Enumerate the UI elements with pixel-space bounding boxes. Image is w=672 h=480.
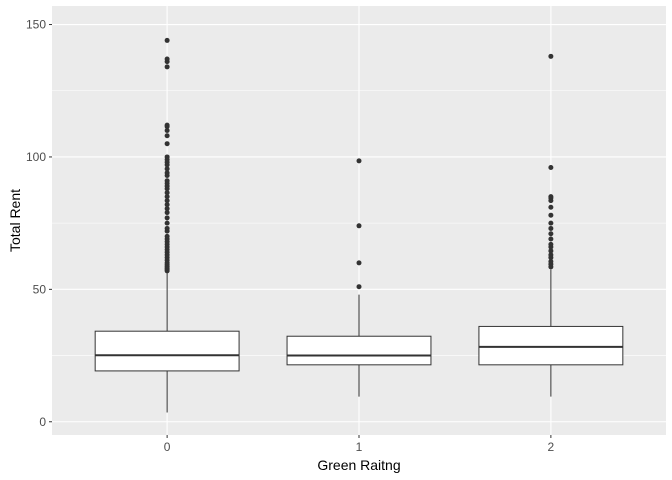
y-axis-title: Total Rent (7, 189, 23, 252)
outlier-point (164, 56, 170, 62)
box-group-1 (286, 158, 432, 397)
x-tick-label: 0 (164, 440, 171, 454)
outlier-point (164, 202, 170, 208)
box-body (478, 325, 624, 366)
outlier-point (356, 260, 362, 266)
outlier-point (548, 165, 554, 171)
outlier-point (548, 194, 554, 200)
outlier-point (548, 241, 554, 247)
outlier-point (548, 225, 554, 231)
outlier-point (548, 53, 554, 59)
outlier-point (548, 252, 554, 258)
outlier-point (164, 178, 170, 184)
x-tick-label: 2 (548, 440, 555, 454)
outlier-point (164, 190, 170, 196)
x-tick-label: 1 (356, 440, 363, 454)
outlier-point (164, 154, 170, 160)
outlier-point (548, 259, 554, 265)
outlier-point (164, 37, 170, 43)
outlier-point (164, 206, 170, 212)
outlier-point (356, 158, 362, 164)
y-tick-label: 0 (39, 415, 46, 429)
outlier-point (164, 127, 170, 133)
outlier-point (164, 166, 170, 172)
x-axis-title: Green Raitng (317, 457, 400, 473)
outlier-point (548, 231, 554, 237)
outlier-point (164, 170, 170, 176)
outlier-point (164, 215, 170, 221)
outlier-point (548, 220, 554, 226)
outlier-point (548, 212, 554, 218)
outlier-point (164, 225, 170, 231)
box-body (94, 330, 240, 372)
outlier-point (164, 194, 170, 200)
y-tick-label: 100 (26, 150, 46, 164)
box-series (94, 37, 624, 413)
outlier-point (356, 223, 362, 229)
y-tick-label: 150 (26, 18, 46, 32)
outlier-point (164, 133, 170, 139)
outlier-point (356, 284, 362, 290)
outlier-point (164, 141, 170, 147)
box-group-2 (478, 53, 624, 397)
outlier-point (164, 64, 170, 70)
box-group-0 (94, 37, 240, 413)
y-tick-label: 50 (33, 282, 47, 296)
outlier-point (164, 220, 170, 226)
outlier-point (164, 122, 170, 128)
outlier-point (548, 248, 554, 254)
box-body (286, 335, 432, 366)
outlier-point (548, 204, 554, 210)
outlier-point (164, 210, 170, 216)
x-axis-ticks: 0 1 2 (164, 435, 555, 454)
outlier-point (548, 236, 554, 242)
outlier-point (164, 233, 170, 239)
outlier-point (164, 198, 170, 204)
y-axis-ticks: 0 50 100 150 (26, 18, 52, 429)
